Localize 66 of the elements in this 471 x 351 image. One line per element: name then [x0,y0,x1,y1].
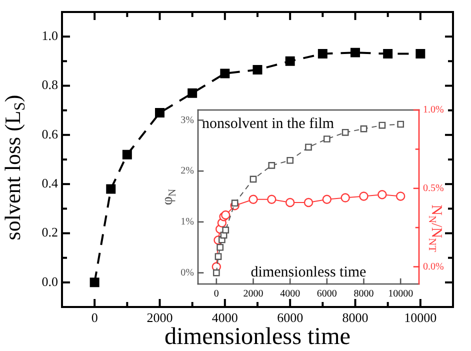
point [360,125,368,132]
y-tick-label: 1.0 [42,28,58,44]
point [305,144,312,151]
x-tick-label: 10000 [388,288,414,300]
point [122,150,132,160]
y2-tick-label: 1.0% [423,104,444,116]
point [416,49,426,59]
point [322,194,332,204]
point [318,49,328,59]
x-tick-label: 6000 [316,288,337,300]
point [286,156,294,164]
x-tick-label: 4000 [280,288,300,300]
y-tick-label: 0.6 [42,126,58,142]
x-tick-label: 2000 [243,288,264,300]
point [267,194,276,204]
point [342,128,349,136]
point [285,56,295,66]
point [248,194,258,204]
x-tick-label: 0 [214,288,219,300]
x-axis-title: dimensionless time [164,323,351,350]
y-tick-label: 0.4 [42,176,58,191]
point [378,190,387,200]
y-tick-label: 0.8 [42,77,58,92]
point [222,226,230,234]
point [90,278,100,288]
point [285,198,295,208]
point [350,48,360,58]
point [397,120,404,128]
point [216,244,224,251]
x-tick-label: 8000 [354,288,374,300]
point [214,253,222,260]
x-tick-label: 10000 [404,310,437,326]
y-tick-label: 1% [180,216,194,228]
point [212,269,220,276]
y-tick-label: 0.2 [42,224,58,240]
point [378,122,386,129]
point [359,192,368,201]
y-tick-label: 2% [180,166,194,177]
annotation: nonsolvent in the film [202,116,334,132]
point [231,200,238,207]
point [340,193,350,202]
y-tick-label: 3% [180,114,194,126]
point [383,49,393,59]
x-tick-label: 0 [91,310,98,326]
x-tick-label: 6000 [277,310,304,326]
x-tick-label: 8000 [342,310,368,326]
x-axis-title: dimensionless time [250,264,367,281]
point [250,176,257,183]
point [396,192,406,201]
y2-tick-label: 0.5% [423,183,444,194]
point [155,108,164,118]
point [304,198,314,208]
point [323,136,330,142]
y-axis-title: solvent loss (LS) [0,94,29,240]
point [268,162,276,169]
y-axis-title: φN [160,188,178,206]
x-tick-label: 2000 [146,310,173,326]
point [106,184,116,194]
point [188,88,198,98]
y2-tick-label: 0.0% [423,261,444,272]
point [252,65,262,75]
y-tick-label: 0.0 [42,274,58,289]
x-tick-label: 4000 [212,310,238,326]
point [220,68,230,78]
y2-axis-title: NN/NNT [426,204,444,253]
y-tick-label: 0% [180,267,194,278]
